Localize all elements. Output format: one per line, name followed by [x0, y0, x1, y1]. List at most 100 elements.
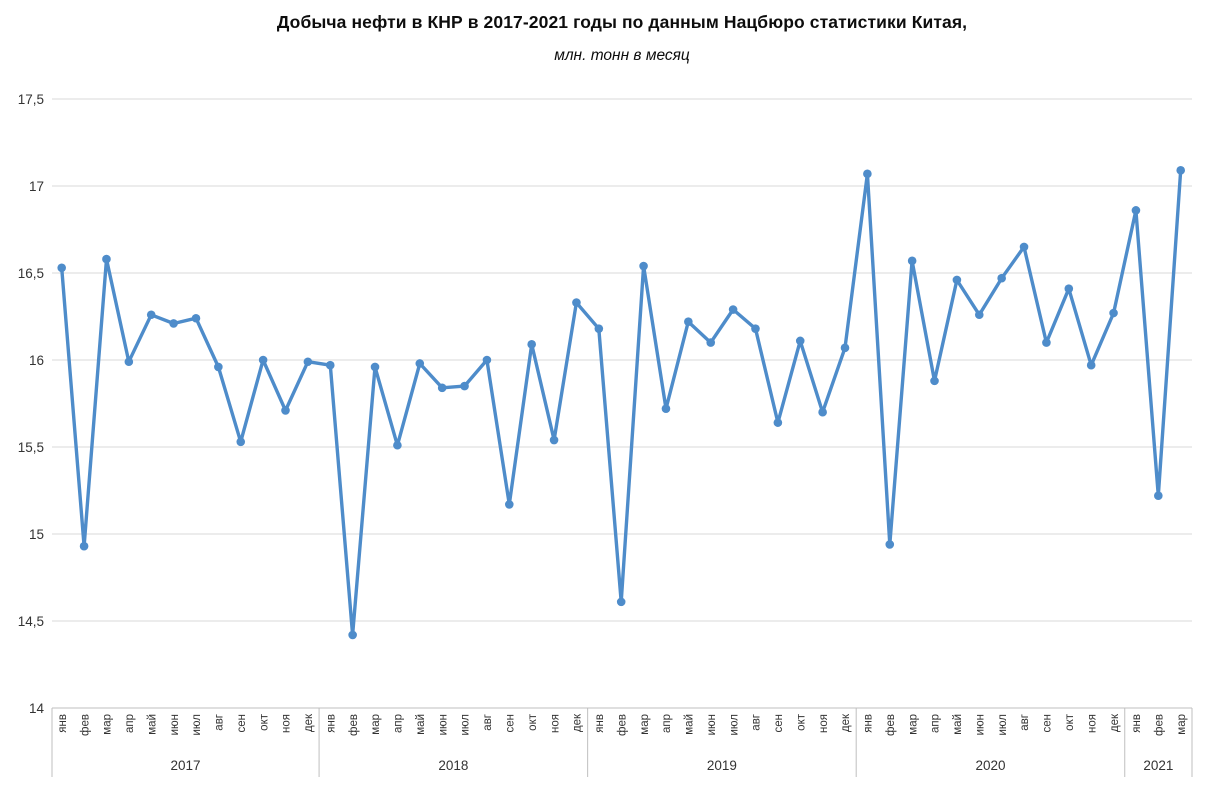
data-point-marker [684, 317, 693, 327]
data-point-marker [348, 630, 357, 640]
data-point-marker [1086, 360, 1096, 370]
data-point-marker [572, 298, 581, 307]
y-axis-label: 16,5 [18, 266, 44, 281]
data-point-marker [639, 261, 648, 271]
x-axis-month-label: окт [258, 713, 270, 731]
x-axis-month-label: дек [303, 713, 315, 732]
x-axis-month-label: ноя [1086, 714, 1098, 733]
x-axis-year-label: 2021 [1143, 758, 1173, 773]
data-point-marker [460, 381, 469, 391]
data-point-marker [840, 343, 850, 353]
x-axis-month-label: окт [795, 713, 807, 731]
data-point-marker [728, 305, 738, 314]
x-axis-month-label: янв [594, 714, 606, 733]
data-point-marker [594, 324, 604, 333]
data-point-marker [616, 597, 626, 607]
x-axis-month-label: фев [885, 714, 897, 736]
data-point-marker [1064, 284, 1074, 293]
x-axis-year-label: 2019 [707, 758, 737, 773]
data-point-marker [706, 338, 716, 347]
x-axis-month-label: фев [79, 714, 91, 736]
x-axis-year-label: 2018 [438, 758, 468, 773]
x-axis-month-label: июл [997, 714, 1009, 736]
data-point-marker [57, 263, 66, 273]
x-axis-month-label: авг [1019, 714, 1031, 731]
x-axis-month-label: дек [840, 713, 852, 732]
data-point-marker [549, 435, 559, 445]
x-axis-month-label: май [415, 714, 427, 735]
data-point-marker [393, 440, 402, 450]
x-axis-month-label: май [146, 714, 158, 735]
x-axis-month-label: янв [863, 714, 875, 733]
data-point-marker [661, 404, 671, 414]
x-axis-month-label: май [684, 714, 696, 735]
data-point-marker [482, 355, 492, 365]
x-axis-month-label: июн [706, 714, 718, 735]
x-axis-month-label: авг [751, 714, 763, 731]
data-point-marker [415, 359, 425, 368]
data-point-marker [124, 357, 134, 367]
x-axis-year-label: 2020 [975, 758, 1005, 773]
data-point-marker [1131, 206, 1141, 215]
data-point-marker [437, 383, 447, 393]
x-axis-month-label: сен [773, 714, 785, 733]
production-line-series [60, 168, 1183, 637]
data-point-marker [169, 319, 178, 328]
x-axis-month-label: апр [393, 714, 405, 733]
x-axis-month-label: апр [124, 714, 136, 733]
x-axis-month-label: сен [1042, 714, 1054, 733]
x-axis-month-label: фев [1154, 714, 1166, 736]
chart-title: Добыча нефти в КНР в 2017-2021 годы по д… [276, 12, 968, 32]
y-axis-label: 15,5 [18, 440, 44, 455]
x-axis-month-label: янв [1131, 714, 1143, 733]
data-point-marker [1154, 491, 1163, 501]
data-point-marker [281, 406, 290, 415]
x-axis-month-label: янв [57, 714, 69, 733]
x-axis-month-label: мар [639, 714, 651, 735]
y-axis-label: 14 [29, 701, 45, 716]
x-axis-month-label: июн [169, 714, 181, 735]
x-axis-month-label: июл [728, 714, 740, 736]
y-axis-label: 14,5 [18, 614, 44, 629]
data-point-marker [505, 500, 514, 509]
x-axis-month-label: июл [191, 714, 203, 736]
x-axis-month-label: июн [974, 714, 986, 735]
y-axis-label: 17,5 [18, 92, 44, 107]
data-point-marker [1042, 338, 1051, 347]
x-axis-month-label: авг [482, 714, 494, 731]
data-point-marker [370, 362, 380, 372]
data-point-marker [974, 310, 984, 320]
data-point-marker [885, 540, 895, 549]
data-point-marker [952, 275, 962, 285]
data-point-marker [258, 355, 268, 365]
y-axis-label: 17 [29, 179, 44, 194]
x-axis-year-label: 2017 [171, 758, 201, 773]
x-axis-month-label: авг [214, 714, 226, 731]
y-axis-label: 15 [29, 527, 44, 542]
data-point-marker [146, 310, 156, 320]
x-axis-month-label: мар [1176, 714, 1188, 735]
x-axis-month-label: фев [616, 714, 628, 736]
data-point-marker [102, 254, 111, 264]
data-point-marker [795, 336, 805, 346]
x-axis-month-label: июн [437, 714, 449, 735]
x-axis-month-label: мар [907, 714, 919, 735]
y-axis-label: 16 [29, 353, 44, 368]
data-point-marker [236, 437, 246, 447]
data-point-marker [79, 541, 89, 551]
data-point-marker [1176, 166, 1185, 175]
data-point-marker [527, 340, 536, 349]
data-point-marker [773, 418, 783, 427]
x-axis-month-label: сен [236, 714, 248, 733]
x-axis-month-label: май [952, 714, 964, 735]
data-point-marker [997, 273, 1006, 283]
data-point-marker [1109, 308, 1118, 318]
data-point-marker [863, 169, 872, 179]
x-axis-month-label: ноя [818, 714, 830, 733]
x-axis-month-label: мар [370, 714, 382, 735]
data-point-marker [1019, 242, 1029, 252]
data-point-marker [303, 357, 313, 367]
x-axis-month-label: ноя [549, 714, 561, 733]
